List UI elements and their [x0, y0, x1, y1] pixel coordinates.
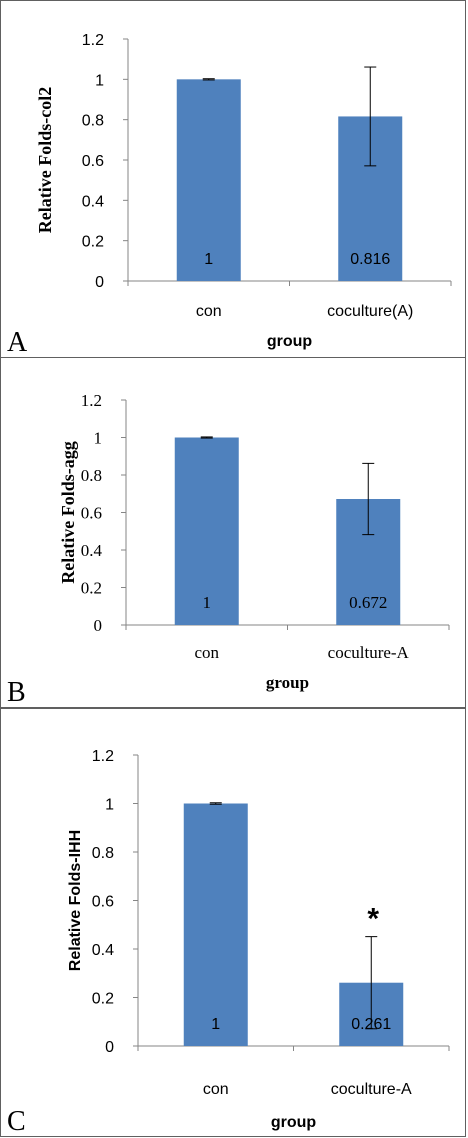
- y-tick-label: 0.8: [82, 113, 104, 130]
- x-tick-label: con: [196, 303, 222, 320]
- data-label: 0.261: [351, 1016, 391, 1033]
- y-tick-label: 0.6: [81, 504, 102, 523]
- y-tick-label: 1: [94, 429, 103, 448]
- data-label: 1: [211, 1016, 220, 1033]
- bar: [174, 437, 239, 625]
- x-tick-label: con: [194, 643, 219, 662]
- y-tick-label: 0.6: [92, 894, 114, 911]
- y-tick-label: 0.4: [92, 942, 114, 959]
- y-tick-label: 1.2: [92, 748, 114, 765]
- chart-panel-c: 0 0.2 0.4 0.6 0.8 1 1.2 1 con 0.261 coculture-A * gr…: [0, 708, 466, 1137]
- y-axis-title: Relative Folds-agg: [58, 441, 78, 583]
- bar-chart-agg: 0 0.2 0.4 0.6 0.8 1 1.2 1 con 0.672 coculture-A gro…: [58, 391, 450, 692]
- bar-chart-ihh: 0 0.2 0.4 0.6 0.8 1 1.2 1 con 0.261 coculture-A * gr…: [67, 748, 450, 1131]
- chart-panel-b: 0 0.2 0.4 0.6 0.8 1 1.2 1 con 0.672 coculture-A gro…: [0, 357, 466, 708]
- y-tick-label: 0: [95, 274, 104, 291]
- y-axis-title: Relative Folds-IHH: [67, 830, 84, 971]
- y-tick-label: 0.4: [82, 193, 104, 210]
- y-tick-label: 0: [94, 616, 103, 635]
- panel-label-b: B: [7, 677, 26, 708]
- panel-label-a: A: [7, 327, 28, 358]
- y-tick-label: 1.2: [82, 32, 104, 49]
- y-tick-label: 0.4: [81, 541, 103, 560]
- y-tick-label: 0.2: [81, 579, 102, 598]
- y-axis-title: Relative Folds-col2: [35, 87, 55, 233]
- y-tick-label: 1.2: [81, 391, 102, 410]
- y-tick-label: 0.8: [92, 845, 114, 862]
- x-axis-title: group: [266, 673, 309, 692]
- y-tick-label: 1: [105, 797, 114, 814]
- significance-marker: *: [367, 903, 379, 936]
- bar: [176, 79, 241, 281]
- bar: [183, 803, 248, 1046]
- data-label: 1: [203, 593, 212, 612]
- y-tick-label: 0: [105, 1039, 114, 1056]
- x-axis-title: group: [267, 333, 313, 350]
- x-axis-title: group: [271, 1114, 317, 1131]
- y-tick-label: 0.2: [92, 991, 114, 1008]
- x-tick-label: con: [203, 1081, 229, 1098]
- x-tick-label: coculture-A: [331, 1081, 412, 1098]
- data-label: 1: [204, 251, 213, 268]
- data-label: 0.816: [350, 251, 390, 268]
- y-tick-label: 0.6: [82, 153, 104, 170]
- x-tick-label: coculture-A: [328, 643, 410, 662]
- bar-chart-col2: 0 0.2 0.4 0.6 0.8 1 1.2 1 con 0.816 coculture(A) gr…: [35, 32, 452, 350]
- chart-panel-a: 0 0.2 0.4 0.6 0.8 1 1.2 1 con 0.816 coculture(A) gr…: [0, 0, 466, 358]
- panel-label-c: C: [7, 1106, 26, 1137]
- y-tick-label: 0.8: [81, 466, 102, 485]
- y-tick-label: 1: [95, 72, 104, 89]
- y-tick-label: 0.2: [82, 234, 104, 251]
- x-tick-label: coculture(A): [327, 303, 413, 320]
- data-label: 0.672: [349, 593, 387, 612]
